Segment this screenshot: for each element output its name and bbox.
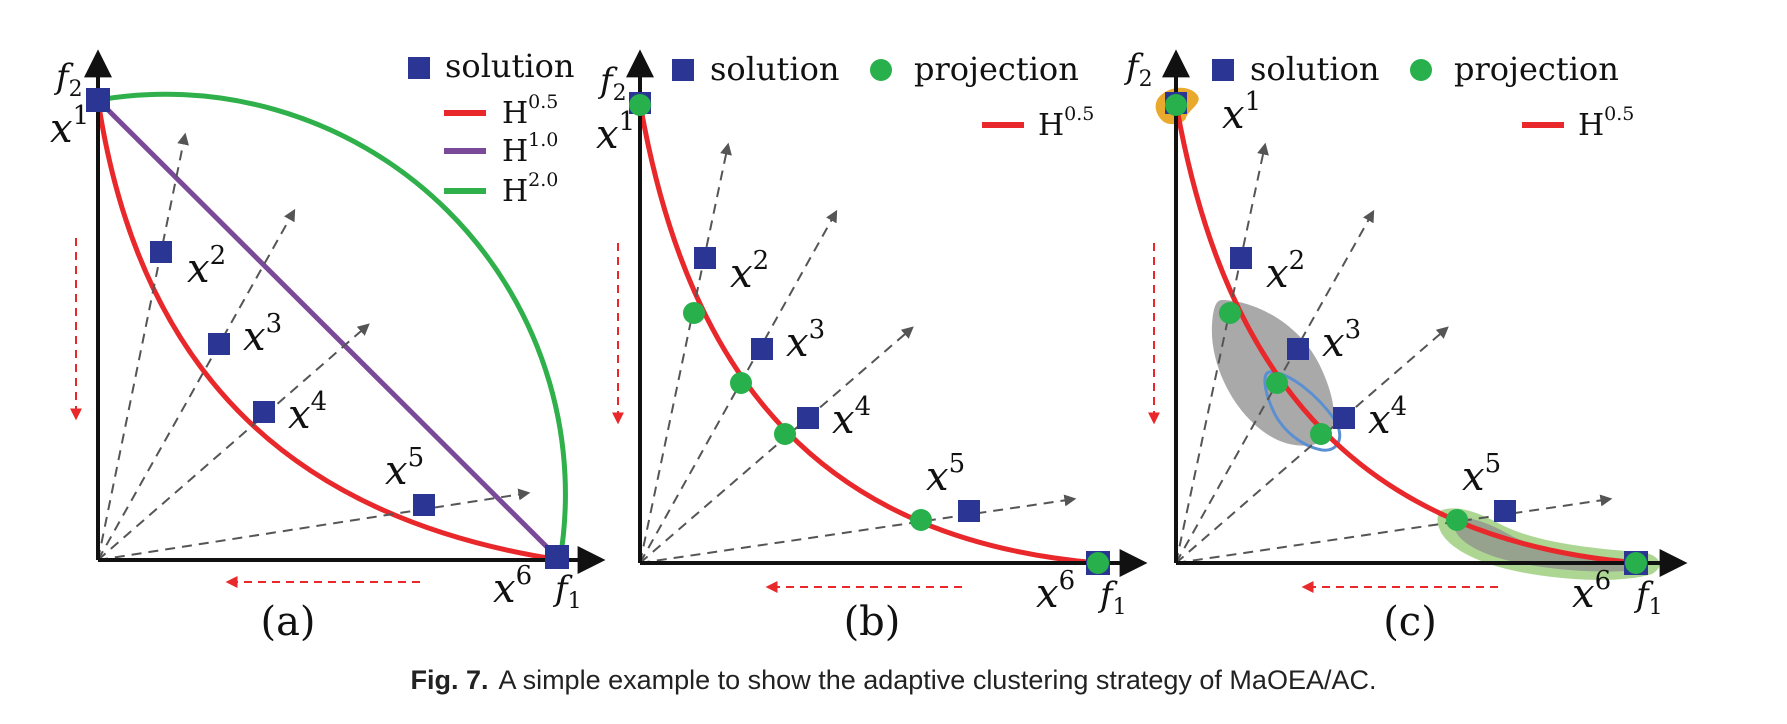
solution-square [1333, 407, 1355, 429]
solution-label-4: x4 [1368, 392, 1407, 443]
rays-c [1175, 142, 1613, 564]
legend-h05-label: H0.5 [502, 91, 558, 131]
solution-label-2: x2 [730, 246, 769, 297]
y-axis-label: f2 [597, 61, 627, 106]
solution-label-6: x6 [1036, 566, 1075, 617]
legend-solution-label: solution [1250, 50, 1380, 88]
legend-solution-label: solution [710, 50, 840, 88]
projection-point [730, 372, 752, 394]
projections-c [1165, 94, 1647, 574]
curve-h05 [637, 102, 1099, 566]
solution-label-6: x6 [1572, 566, 1611, 617]
legend-projection-label: projection [1454, 50, 1619, 88]
solution-label-3: x3 [243, 309, 282, 360]
figure-caption: Fig. 7. A simple example to show the adap… [0, 665, 1787, 696]
legend-solution-label: solution [445, 47, 575, 85]
solution-square [958, 500, 980, 522]
solution-square [797, 407, 819, 429]
solution-label-4: x4 [288, 387, 327, 438]
legend-solution-icon [408, 57, 430, 79]
legend-projection-label: projection [914, 50, 1079, 88]
solution-square [150, 241, 172, 263]
solution-label-4: x4 [832, 392, 871, 443]
legend-projection-icon [1410, 59, 1432, 81]
solution-label-1: x1 [596, 107, 635, 158]
solution-square [1287, 338, 1309, 360]
solution-square [1230, 247, 1252, 269]
cluster-blob-blue [1263, 370, 1341, 452]
panel-a: x1 x2 x3 x4 x5 x6 f2 f1 solution H0.5 H1… [50, 47, 606, 645]
solution-label-1: x1 [1222, 87, 1261, 138]
solution-label-5: x5 [926, 449, 965, 500]
legend-h20-label: H2.0 [502, 169, 558, 209]
solution-square [86, 88, 110, 112]
solutions-b [629, 92, 1110, 575]
projection-point [1446, 509, 1468, 531]
projection-point [1310, 423, 1332, 445]
solution-label-5: x5 [1462, 449, 1501, 500]
solution-label-3: x3 [1322, 315, 1361, 366]
projection-point [629, 94, 651, 116]
solution-square [208, 333, 230, 355]
solution-square [413, 494, 435, 516]
legend-h10-label: H1.0 [502, 129, 558, 169]
solution-label-2: x2 [187, 241, 226, 292]
curve-h20 [97, 91, 568, 561]
legend-solution-icon [1212, 59, 1234, 81]
solution-label-1: x1 [50, 101, 89, 152]
projection-point [1625, 552, 1647, 574]
caption-text: A simple example to show the adaptive cl… [498, 665, 1377, 695]
rays-b [639, 142, 1077, 564]
panel-label-c: (c) [1383, 599, 1437, 645]
projection-point [683, 302, 705, 324]
solution-square [545, 545, 569, 569]
panel-label-a: (a) [260, 599, 315, 645]
projection-point [1165, 94, 1187, 116]
x-axis-label: f1 [1633, 575, 1663, 620]
curve-h10 [96, 98, 562, 562]
panel-c: x1 x2 x3 x4 x5 x6 f2 f1 solution project… [1123, 47, 1688, 645]
solution-square [253, 401, 275, 423]
legend-solution-icon [672, 59, 694, 81]
panel-label-b: (b) [844, 599, 901, 645]
solutions-a [86, 88, 569, 569]
panel-b: x1 x2 x3 x4 x5 x6 f2 f1 solution project… [596, 49, 1148, 645]
solution-label-2: x2 [1266, 246, 1305, 297]
projection-point [774, 423, 796, 445]
legend-projection-icon [870, 59, 892, 81]
x-axis-label: f1 [552, 569, 582, 614]
legend-h05-label: H0.5 [1038, 103, 1094, 143]
solution-label-5: x5 [385, 443, 424, 494]
projection-point [1266, 372, 1288, 394]
legend-h05-label: H0.5 [1578, 103, 1634, 143]
y-axis-label: f2 [1123, 47, 1153, 92]
legend-c: solution projection H0.5 [1212, 50, 1634, 143]
caption-label: Fig. 7. [410, 665, 489, 695]
projections-b [629, 94, 1109, 574]
projection-point [910, 509, 932, 531]
solution-square [694, 247, 716, 269]
x-axis-label: f1 [1097, 575, 1127, 620]
legend-b: solution projection H0.5 [672, 50, 1094, 143]
projection-point [1087, 552, 1109, 574]
legend-a: solution H0.5 H1.0 H2.0 [408, 47, 575, 209]
solution-label-6: x6 [493, 561, 532, 612]
curve-h05 [95, 99, 561, 563]
solution-label-3: x3 [786, 315, 825, 366]
solution-square [1494, 500, 1516, 522]
rays-a [97, 132, 531, 561]
projection-point [1219, 302, 1241, 324]
solution-square [751, 338, 773, 360]
y-axis-label: f2 [53, 57, 83, 102]
